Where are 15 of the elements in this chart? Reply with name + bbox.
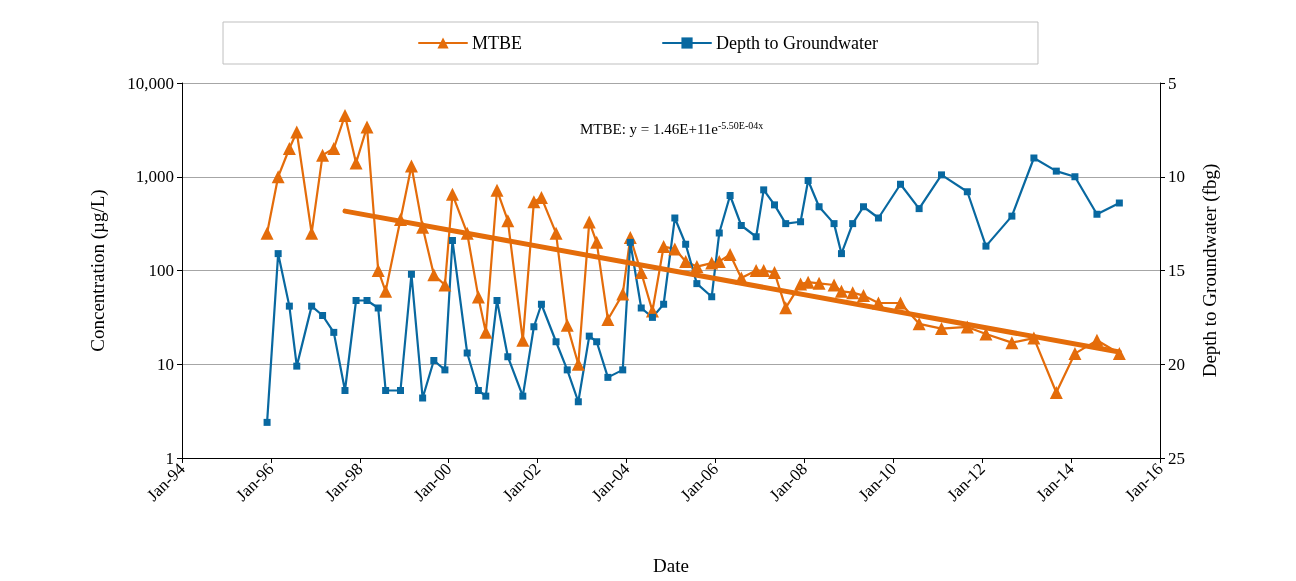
legend-label: MTBE (472, 33, 523, 53)
y-axis-title: Concentration (µg/L) (87, 189, 109, 352)
y-tick-label: 1 (165, 448, 174, 468)
y-tick-label: 10,000 (127, 73, 174, 93)
y2-tick-label: 10 (1168, 167, 1185, 187)
legend-label: Depth to Groundwater (716, 33, 878, 53)
y-tick-label: 1,000 (135, 167, 174, 187)
y-tick-label: 10 (157, 354, 174, 374)
y2-tick-label: 5 (1168, 73, 1177, 93)
y2-tick-label: 20 (1168, 354, 1185, 374)
y2-tick-label: 25 (1168, 448, 1185, 468)
y-tick-label: 100 (148, 261, 174, 280)
y2-tick-label: 15 (1168, 261, 1185, 280)
x-axis-title: Date (653, 555, 689, 576)
y2-axis-title: Depth to Groundwater (fbg) (1199, 163, 1221, 378)
